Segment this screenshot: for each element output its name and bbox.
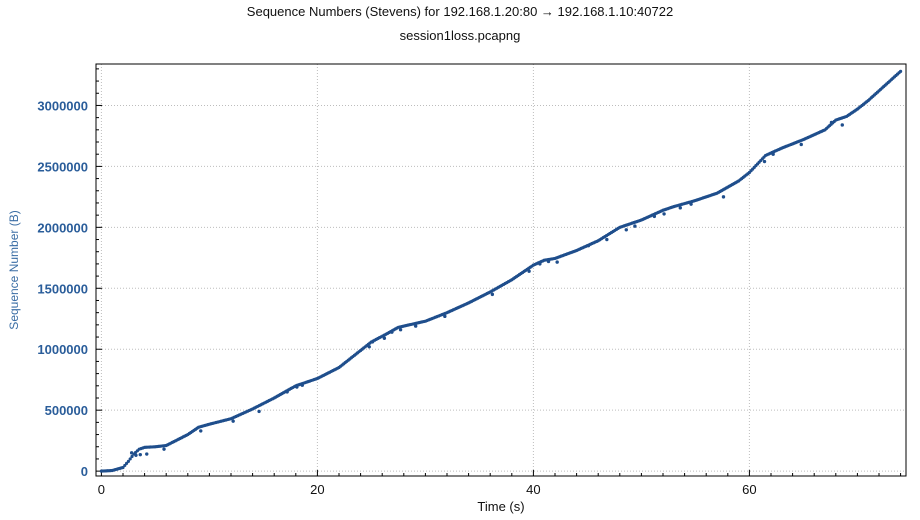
y-tick-label: 1500000 [37, 281, 88, 296]
x-tick-label: 20 [310, 482, 324, 497]
data-point-outlier [771, 152, 775, 156]
data-point-outlier [367, 345, 371, 349]
data-point-outlier [370, 340, 375, 344]
x-axis-label: Time (s) [477, 499, 524, 514]
data-point-outlier [555, 260, 559, 264]
x-tick-label: 40 [526, 482, 540, 497]
x-tick-label: 0 [98, 482, 105, 497]
data-point-outlier [145, 452, 149, 456]
y-axis-label: Sequence Number (B) [7, 210, 21, 329]
data-point-outlier [129, 451, 134, 455]
data-point-outlier [546, 259, 551, 264]
data-point-outlier [586, 243, 591, 248]
chart-title: Sequence Numbers (Stevens) for 192.168.1… [246, 4, 674, 19]
data-point [130, 454, 134, 459]
plot-frame [95, 63, 907, 477]
data-points [99, 69, 903, 473]
data-point-outlier [678, 206, 682, 210]
data-point-outlier [138, 452, 142, 457]
data-point-outlier [721, 195, 726, 199]
data-point-outlier [390, 330, 394, 334]
data-point-outlier [300, 383, 304, 387]
data-point-outlier [398, 328, 403, 332]
x-axis: 0 20 40 60 [98, 482, 757, 497]
y-axis: 0 500000 1000000 1500000 2000000 2500000 30000… [37, 98, 88, 479]
data-point-outlier [257, 409, 261, 414]
data-point-outlier [605, 237, 609, 242]
data-point-outlier [633, 224, 637, 228]
data-point-outlier [762, 159, 767, 164]
y-tick-label: 500000 [45, 403, 88, 418]
data-point-outlier [538, 262, 542, 266]
data-point [128, 457, 132, 461]
y-tick-label: 0 [81, 464, 88, 479]
data-point-outlier [689, 202, 693, 206]
data-point-outlier [527, 269, 531, 273]
data-point-outlier [490, 292, 495, 297]
data-point [899, 69, 903, 73]
data-point-outlier [662, 212, 666, 216]
data-point-outlier [295, 385, 299, 389]
data-point-outlier [231, 419, 235, 423]
chart-subtitle: session1loss.pcapng [399, 28, 521, 43]
data-point-outlier [624, 228, 628, 232]
data-point-outlier [382, 336, 387, 340]
grid [96, 64, 906, 476]
data-point-outlier [162, 447, 166, 451]
data-point-outlier [285, 390, 289, 394]
data-point-outlier [799, 142, 803, 147]
y-tick-label: 2500000 [37, 159, 88, 174]
y-tick-label: 3000000 [37, 98, 88, 113]
data-point-outlier [829, 120, 834, 125]
data-point-outlier [652, 214, 657, 219]
data-point-outlier [199, 429, 203, 433]
minor-ticks [96, 68, 902, 476]
y-tick-label: 2000000 [37, 220, 88, 235]
x-tick-label: 60 [742, 482, 756, 497]
data-point-outlier [443, 314, 447, 319]
data-point-outlier [134, 453, 138, 457]
data-point [126, 459, 130, 463]
data-point-outlier [413, 324, 418, 328]
data-point-outlier [840, 123, 844, 127]
y-tick-label: 1000000 [37, 342, 88, 357]
